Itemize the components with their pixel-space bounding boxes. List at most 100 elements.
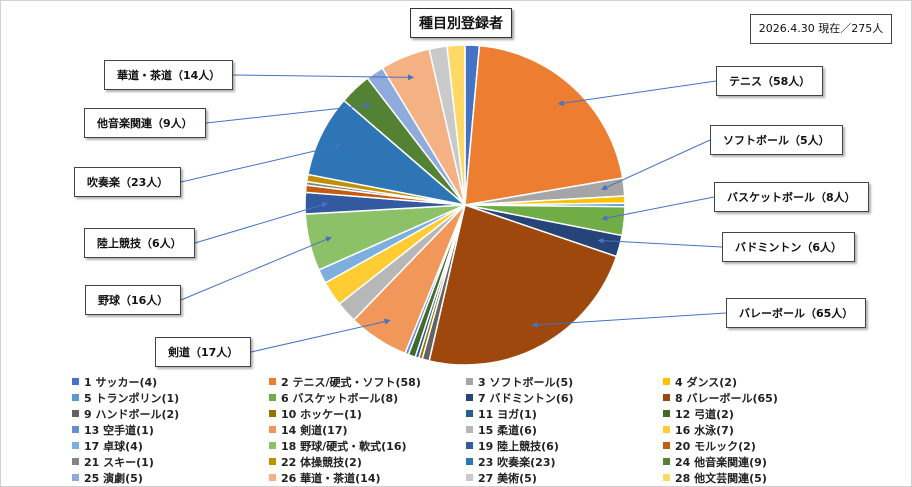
legend-item: 9 ハンドボール(2) bbox=[72, 406, 269, 421]
legend-label: 17 卓球(4) bbox=[84, 439, 143, 453]
legend-swatch bbox=[72, 410, 79, 417]
legend-swatch bbox=[663, 426, 670, 433]
legend-swatch bbox=[269, 474, 276, 481]
legend-item: 16 水泳(7) bbox=[663, 422, 860, 437]
legend-swatch bbox=[72, 426, 79, 433]
pie-chart bbox=[180, 44, 727, 366]
pie-slice bbox=[464, 44, 624, 206]
legend-item: 15 柔道(6) bbox=[466, 422, 663, 437]
legend-swatch bbox=[663, 410, 670, 417]
legend-swatch bbox=[466, 378, 473, 385]
slice-callout: ソフトボール（5人） bbox=[710, 125, 843, 155]
legend-swatch bbox=[466, 426, 473, 433]
callout-leader-line bbox=[557, 80, 717, 107]
legend-swatch bbox=[663, 442, 670, 449]
legend-label: 14 剣道(17) bbox=[281, 423, 348, 437]
legend-swatch bbox=[269, 442, 276, 449]
legend-swatch bbox=[663, 394, 670, 401]
legend-swatch bbox=[663, 474, 670, 481]
legend-item: 11 ヨガ(1) bbox=[466, 406, 663, 421]
legend-item: 26 華道・茶道(14) bbox=[269, 470, 466, 485]
slice-callout: 他音楽関連（9人） bbox=[84, 108, 206, 138]
legend-label: 10 ホッケー(1) bbox=[281, 407, 362, 421]
legend-swatch bbox=[72, 378, 79, 385]
legend-item: 22 体操競技(2) bbox=[269, 454, 466, 469]
legend-item: 4 ダンス(2) bbox=[663, 374, 860, 389]
legend-swatch bbox=[269, 426, 276, 433]
legend-label: 6 バスケットボール(8) bbox=[281, 391, 399, 405]
pie-slice bbox=[446, 44, 466, 206]
legend-label: 20 モルック(2) bbox=[675, 439, 756, 453]
legend-label: 23 吹奏楽(23) bbox=[478, 455, 556, 469]
legend-swatch bbox=[466, 394, 473, 401]
legend-label: 28 他文芸関連(5) bbox=[675, 471, 767, 485]
legend-label: 5 トランポリン(1) bbox=[84, 391, 180, 405]
legend-swatch bbox=[663, 458, 670, 465]
legend-item: 14 剣道(17) bbox=[269, 422, 466, 437]
date-total-stamp: 2026.4.30 現在／275人 bbox=[750, 14, 892, 44]
slice-callout: バスケットボール（8人） bbox=[714, 182, 869, 212]
slice-callout: バレーボール（65人） bbox=[726, 298, 867, 328]
legend-label: 24 他音楽関連(9) bbox=[675, 455, 767, 469]
slice-callout: テニス（58人） bbox=[716, 66, 824, 96]
legend-swatch bbox=[72, 458, 79, 465]
legend-swatch bbox=[466, 474, 473, 481]
legend-item: 7 バドミントン(6) bbox=[466, 390, 663, 405]
slice-callout: 陸上競技（6人） bbox=[84, 228, 195, 258]
callout-leader-line bbox=[601, 139, 711, 190]
legend-label: 27 美術(5) bbox=[478, 471, 537, 485]
legend-label: 12 弓道(2) bbox=[675, 407, 734, 421]
legend-swatch bbox=[466, 458, 473, 465]
legend-item: 27 美術(5) bbox=[466, 470, 663, 485]
legend-label: 19 陸上競技(6) bbox=[478, 439, 559, 453]
legend-item: 2 テニス/硬式・ソフト(58) bbox=[269, 374, 466, 389]
legend-item: 6 バスケットボール(8) bbox=[269, 390, 466, 405]
legend-label: 1 サッカー(4) bbox=[84, 375, 158, 389]
legend-item: 24 他音楽関連(9) bbox=[663, 454, 860, 469]
legend-label: 11 ヨガ(1) bbox=[478, 407, 537, 421]
legend-item: 21 スキー(1) bbox=[72, 454, 269, 469]
legend-label: 7 バドミントン(6) bbox=[478, 391, 574, 405]
legend-swatch bbox=[663, 378, 670, 385]
legend-item: 5 トランポリン(1) bbox=[72, 390, 269, 405]
legend-label: 18 野球/硬式・軟式(16) bbox=[281, 439, 407, 453]
slice-callout: 野球（16人） bbox=[85, 285, 182, 315]
legend-label: 2 テニス/硬式・ソフト(58) bbox=[281, 375, 421, 389]
legend-item: 10 ホッケー(1) bbox=[269, 406, 466, 421]
slice-callout: 吹奏楽（23人） bbox=[74, 167, 182, 197]
legend-label: 26 華道・茶道(14) bbox=[281, 471, 381, 485]
legend-swatch bbox=[72, 394, 79, 401]
callout-leader-line bbox=[180, 143, 342, 183]
slice-callout: バドミントン（6人） bbox=[722, 232, 855, 262]
callout-leader-line bbox=[180, 236, 332, 301]
legend-item: 28 他文芸関連(5) bbox=[663, 470, 860, 485]
slice-callout: 剣道（17人） bbox=[155, 337, 252, 367]
legend-item: 12 弓道(2) bbox=[663, 406, 860, 421]
pie-slice bbox=[428, 204, 618, 366]
legend-swatch bbox=[72, 442, 79, 449]
slice-callout: 華道・茶道（14人） bbox=[104, 60, 234, 90]
callout-leader-line bbox=[250, 318, 391, 353]
legend-item: 17 卓球(4) bbox=[72, 438, 269, 453]
legend-item: 19 陸上競技(6) bbox=[466, 438, 663, 453]
chart-title: 種目別登録者 bbox=[410, 8, 512, 38]
legend-item: 23 吹奏楽(23) bbox=[466, 454, 663, 469]
callout-leader-line bbox=[531, 312, 727, 328]
callout-leader-line bbox=[232, 74, 414, 81]
legend-label: 15 柔道(6) bbox=[478, 423, 537, 437]
legend-swatch bbox=[269, 458, 276, 465]
legend-label: 8 バレーボール(65) bbox=[675, 391, 778, 405]
legend-swatch bbox=[269, 378, 276, 385]
legend-swatch bbox=[466, 442, 473, 449]
legend-item: 18 野球/硬式・軟式(16) bbox=[269, 438, 466, 453]
callout-leader-line bbox=[601, 196, 715, 221]
legend-label: 16 水泳(7) bbox=[675, 423, 734, 437]
callout-leader-line bbox=[597, 237, 723, 248]
chart-legend: 1 サッカー(4) 2 テニス/硬式・ソフト(58) 3 ソフトボール(5) 4 ダン… bbox=[72, 374, 902, 485]
legend-label: 25 演劇(5) bbox=[84, 471, 143, 485]
legend-swatch bbox=[466, 410, 473, 417]
legend-label: 22 体操競技(2) bbox=[281, 455, 362, 469]
callout-leader-line bbox=[194, 202, 328, 244]
legend-item: 8 バレーボール(65) bbox=[663, 390, 860, 405]
legend-swatch bbox=[72, 474, 79, 481]
